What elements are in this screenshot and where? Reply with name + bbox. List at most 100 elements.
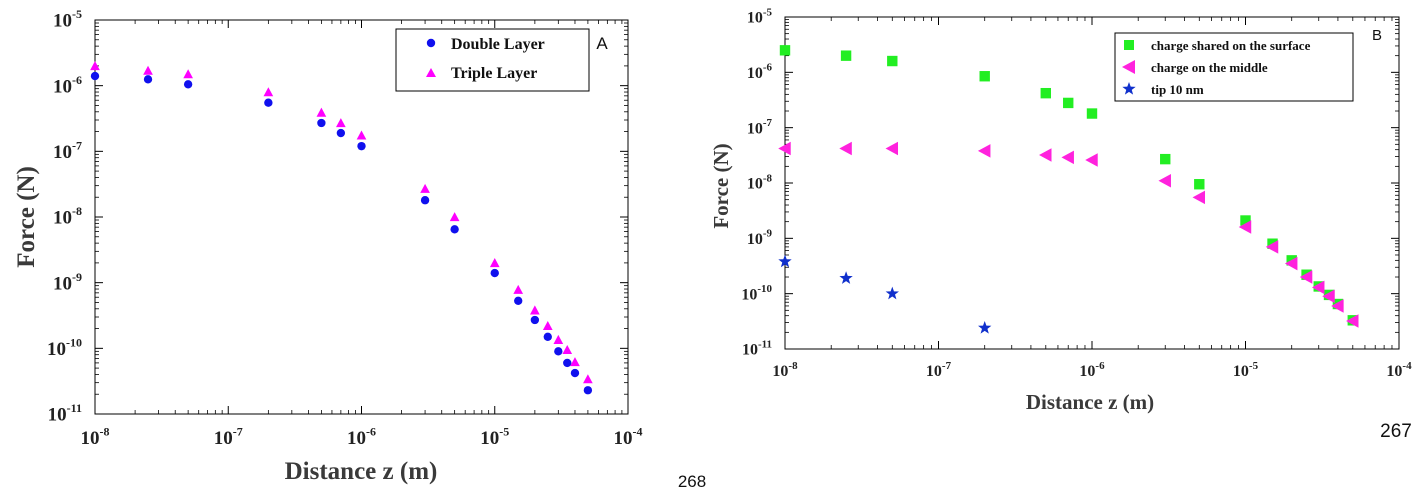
panel-a-point-series0 (357, 141, 366, 151)
x-tick-label: 10-6 (1079, 360, 1105, 380)
panel-b-point-series2 (839, 271, 853, 284)
panel-a-point-series1 (570, 357, 580, 367)
panel-a-point-series0 (90, 71, 100, 81)
panel-a-point-series1 (90, 61, 100, 71)
y-tick-label: 10-7 (53, 138, 82, 163)
panel-b-x-axis-label: Distance z (m) (1026, 390, 1154, 414)
panel-b-point-series1 (1192, 190, 1206, 205)
panel-b-point-series0 (1160, 153, 1171, 165)
panel-a-point-series1 (316, 107, 327, 117)
y-tick-label: 10-8 (747, 172, 773, 192)
panel-b-point-series1 (1322, 289, 1335, 303)
panel-a-point-series0 (264, 98, 273, 107)
panel-a-point-series1 (143, 65, 153, 75)
page-number-right: 267 (1380, 421, 1412, 442)
page-number-left: 268 (678, 472, 706, 491)
panel-a-point-series1 (489, 258, 500, 268)
legend-label-tip: tip 10 nm (1151, 82, 1204, 97)
x-tick-label: 10-8 (772, 360, 798, 380)
panel-b-label: B (1372, 27, 1382, 44)
panel-a-point-series1 (420, 183, 430, 193)
panel-b-point-series1 (778, 141, 791, 156)
panel-b-point-series0 (840, 50, 852, 61)
panel-a-legend-box (395, 28, 590, 92)
panel-a-label: A (596, 34, 608, 53)
legend-marker-tip (1122, 82, 1136, 95)
panel-b-point-series2 (778, 254, 792, 268)
panel-b-point-series0 (887, 55, 898, 67)
panel-b-point-series2 (978, 320, 992, 334)
panel-a-point-series1 (449, 212, 460, 222)
y-tick-label: 10-7 (747, 117, 773, 137)
x-tick-label: 10-4 (614, 424, 643, 449)
panel-a-point-series1 (336, 118, 346, 128)
panel-b-point-series1 (1061, 150, 1074, 165)
panel-a-point-series0 (514, 296, 523, 305)
y-tick-label: 10-11 (48, 401, 82, 426)
legend-label-charge-surface: charge shared on the surface (1151, 38, 1311, 53)
x-tick-label: 10-4 (1386, 360, 1412, 380)
y-tick-label: 10-6 (53, 73, 82, 98)
panel-a-point-series1 (183, 69, 193, 79)
panel-a-point-series0 (530, 315, 540, 325)
panel-b-y-axis-label: Force (N) (709, 143, 733, 228)
y-tick-label: 10-11 (742, 338, 772, 358)
x-tick-label: 10-7 (214, 424, 243, 449)
x-tick-label: 10-6 (347, 424, 376, 449)
panel-b: 10-8 10-7 10-6 10-5 10-4 10-11 10-10 10-9 10-8 10… (709, 6, 1412, 414)
panel-a-point-series1 (263, 87, 274, 97)
panel-b-point-series1 (1085, 153, 1098, 167)
panel-b-point-series0 (1240, 215, 1251, 226)
panel-b-point-series0 (979, 71, 990, 82)
legend-label-charge-middle: charge on the middle (1151, 60, 1268, 75)
legend-label-double-layer: Double Layer (451, 36, 545, 53)
panel-b-point-series1 (977, 144, 991, 158)
y-tick-label: 10-10 (741, 283, 772, 303)
panel-b-point-series0 (1194, 179, 1205, 190)
panel-a-point-series0 (490, 268, 499, 278)
panel-a-point-series0 (450, 225, 459, 234)
y-tick-label: 10-5 (747, 6, 773, 26)
panel-a-point-series1 (513, 284, 524, 294)
panel-b-point-series2 (885, 286, 899, 300)
panel-a-legend: Double Layer Triple Layer (395, 28, 590, 92)
panel-b-point-series1 (1299, 270, 1313, 284)
panel-b-point-series1 (1346, 314, 1359, 328)
panel-a-point-series0 (570, 368, 580, 378)
panel-b-point-series1 (1238, 220, 1252, 234)
x-tick-label: 10-8 (81, 424, 110, 449)
panel-b-legend-box (1114, 32, 1354, 102)
panel-b-point-series0 (1086, 108, 1098, 119)
panel-a-data-points (90, 61, 593, 395)
panel-b-point-series0 (779, 45, 791, 56)
legend-marker-charge-middle (1122, 60, 1135, 74)
legend-marker-triple-layer (426, 68, 436, 77)
panel-a-point-series0 (563, 358, 572, 368)
panel-a-tick-labels: 10-8 10-7 10-6 10-5 10-4 10-11 10-10 10-9 10-8 10… (47, 7, 643, 449)
panel-b-point-series1 (885, 141, 899, 156)
panel-b-legend: charge shared on the surface charge on t… (1114, 32, 1354, 102)
panel-a-y-axis-label: Force (N) (13, 166, 40, 268)
panel-a-point-series0 (183, 80, 193, 89)
panel-a-point-series1 (356, 130, 367, 140)
panel-b-data-points (778, 45, 1359, 334)
y-tick-label: 10-6 (747, 62, 773, 82)
panel-a-point-series0 (554, 347, 563, 356)
panel-b-point-series1 (1311, 280, 1325, 295)
panel-b-point-series1 (1158, 173, 1171, 188)
panel-b-point-series0 (1040, 87, 1051, 99)
legend-marker-double-layer (426, 38, 436, 48)
panel-a-x-axis-label: Distance z (m) (285, 458, 438, 485)
x-tick-label: 10-5 (1233, 360, 1259, 380)
legend-label-triple-layer: Triple Layer (451, 65, 537, 82)
panel-a: 10-8 10-7 10-6 10-5 10-4 10-11 10-10 10-9 10-8 10… (13, 7, 643, 485)
y-tick-label: 10-10 (47, 335, 82, 360)
panel-b-point-series1 (839, 141, 852, 156)
panel-b-tick-labels: 10-8 10-7 10-6 10-5 10-4 10-11 10-10 10-9 10-8 10… (741, 6, 1412, 380)
panel-a-point-series0 (143, 75, 153, 84)
panel-a-point-series0 (420, 196, 430, 205)
panel-b-point-series0 (1063, 97, 1074, 109)
panel-a-point-series1 (542, 321, 553, 331)
y-tick-label: 10-9 (747, 228, 773, 248)
